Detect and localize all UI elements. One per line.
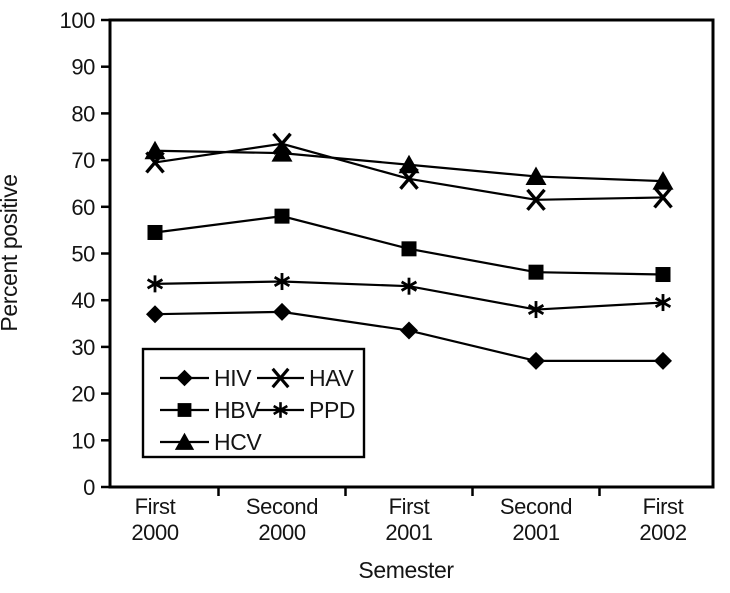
- marker-star-PPD-legend: [273, 402, 288, 418]
- x-category-label: First 2002: [639, 494, 687, 545]
- y-tick-label: 40: [71, 288, 95, 313]
- marker-diamond-HIV: [527, 351, 545, 370]
- x-category-label: First 2001: [385, 494, 433, 545]
- marker-square-HBV: [655, 267, 671, 283]
- legend-item-HAV: HAV: [257, 365, 355, 391]
- marker-x-HAV: [272, 132, 292, 155]
- y-tick-label: 100: [59, 8, 95, 33]
- marker-x-HAV: [526, 188, 546, 211]
- legend-label-PPD: PPD: [309, 397, 355, 423]
- x-category-label: Second 2001: [500, 494, 572, 545]
- marker-square-HBV: [528, 264, 544, 280]
- marker-x-HAV: [653, 186, 673, 209]
- x-category-label: Second 2000: [246, 494, 318, 545]
- marker-diamond-HIV: [146, 305, 164, 324]
- legend-item-HBV: HBV: [160, 397, 262, 423]
- x-category-label: First 2000: [131, 494, 179, 545]
- marker-square-HBV: [401, 241, 417, 257]
- y-tick-label: 70: [71, 148, 95, 173]
- legend-label-HAV: HAV: [309, 365, 354, 391]
- legend-label-HCV: HCV: [214, 429, 262, 455]
- legend-item-HCV: HCV: [160, 429, 263, 455]
- marker-diamond-HIV: [400, 321, 418, 340]
- marker-triangle-HCV: [652, 171, 674, 190]
- y-tick-label: 50: [71, 242, 95, 267]
- y-tick-label: 90: [71, 55, 95, 80]
- marker-star-PPD: [273, 273, 291, 291]
- legend-item-PPD: PPD: [257, 397, 355, 423]
- y-tick-label: 80: [71, 101, 95, 126]
- marker-triangle-HCV: [525, 166, 547, 185]
- legend: HIV HAV HBV PPD HCV: [141, 347, 366, 459]
- marker-x-HAV-legend: [271, 367, 290, 389]
- legend-box: [141, 347, 366, 459]
- legend-label-HIV: HIV: [214, 365, 252, 391]
- marker-star-PPD: [654, 294, 672, 312]
- y-axis-title: Percent positive: [0, 174, 22, 331]
- y-tick-label: 0: [83, 475, 95, 500]
- y-tick-label: 10: [71, 428, 95, 453]
- y-tick-label: 20: [71, 382, 95, 407]
- marker-square-HBV: [274, 208, 290, 224]
- y-tick-label: 30: [71, 335, 95, 360]
- marker-star-PPD: [400, 277, 418, 295]
- marker-star-PPD: [527, 301, 545, 319]
- marker-triangle-HCV-legend: [174, 432, 195, 450]
- marker-diamond-HIV-legend: [176, 369, 193, 387]
- legend-label-HBV: HBV: [214, 397, 261, 423]
- legend-item-HIV: HIV: [160, 365, 253, 391]
- marker-star-PPD: [146, 275, 164, 293]
- marker-x-HAV: [145, 151, 165, 174]
- marker-x-HAV: [399, 167, 419, 190]
- marker-square-HBV-legend: [177, 403, 192, 417]
- marker-square-HBV: [147, 224, 163, 240]
- plot-area: 0 10 20 30 40 50 60 70 80 90 100 First 2000 Second 200…: [59, 8, 715, 545]
- marker-triangle-HCV: [271, 143, 293, 162]
- y-tick-label: 60: [71, 195, 95, 220]
- marker-triangle-HCV: [398, 154, 420, 174]
- x-axis-title: Semester: [358, 557, 454, 583]
- marker-diamond-HIV: [273, 302, 291, 321]
- marker-diamond-HIV: [654, 351, 672, 370]
